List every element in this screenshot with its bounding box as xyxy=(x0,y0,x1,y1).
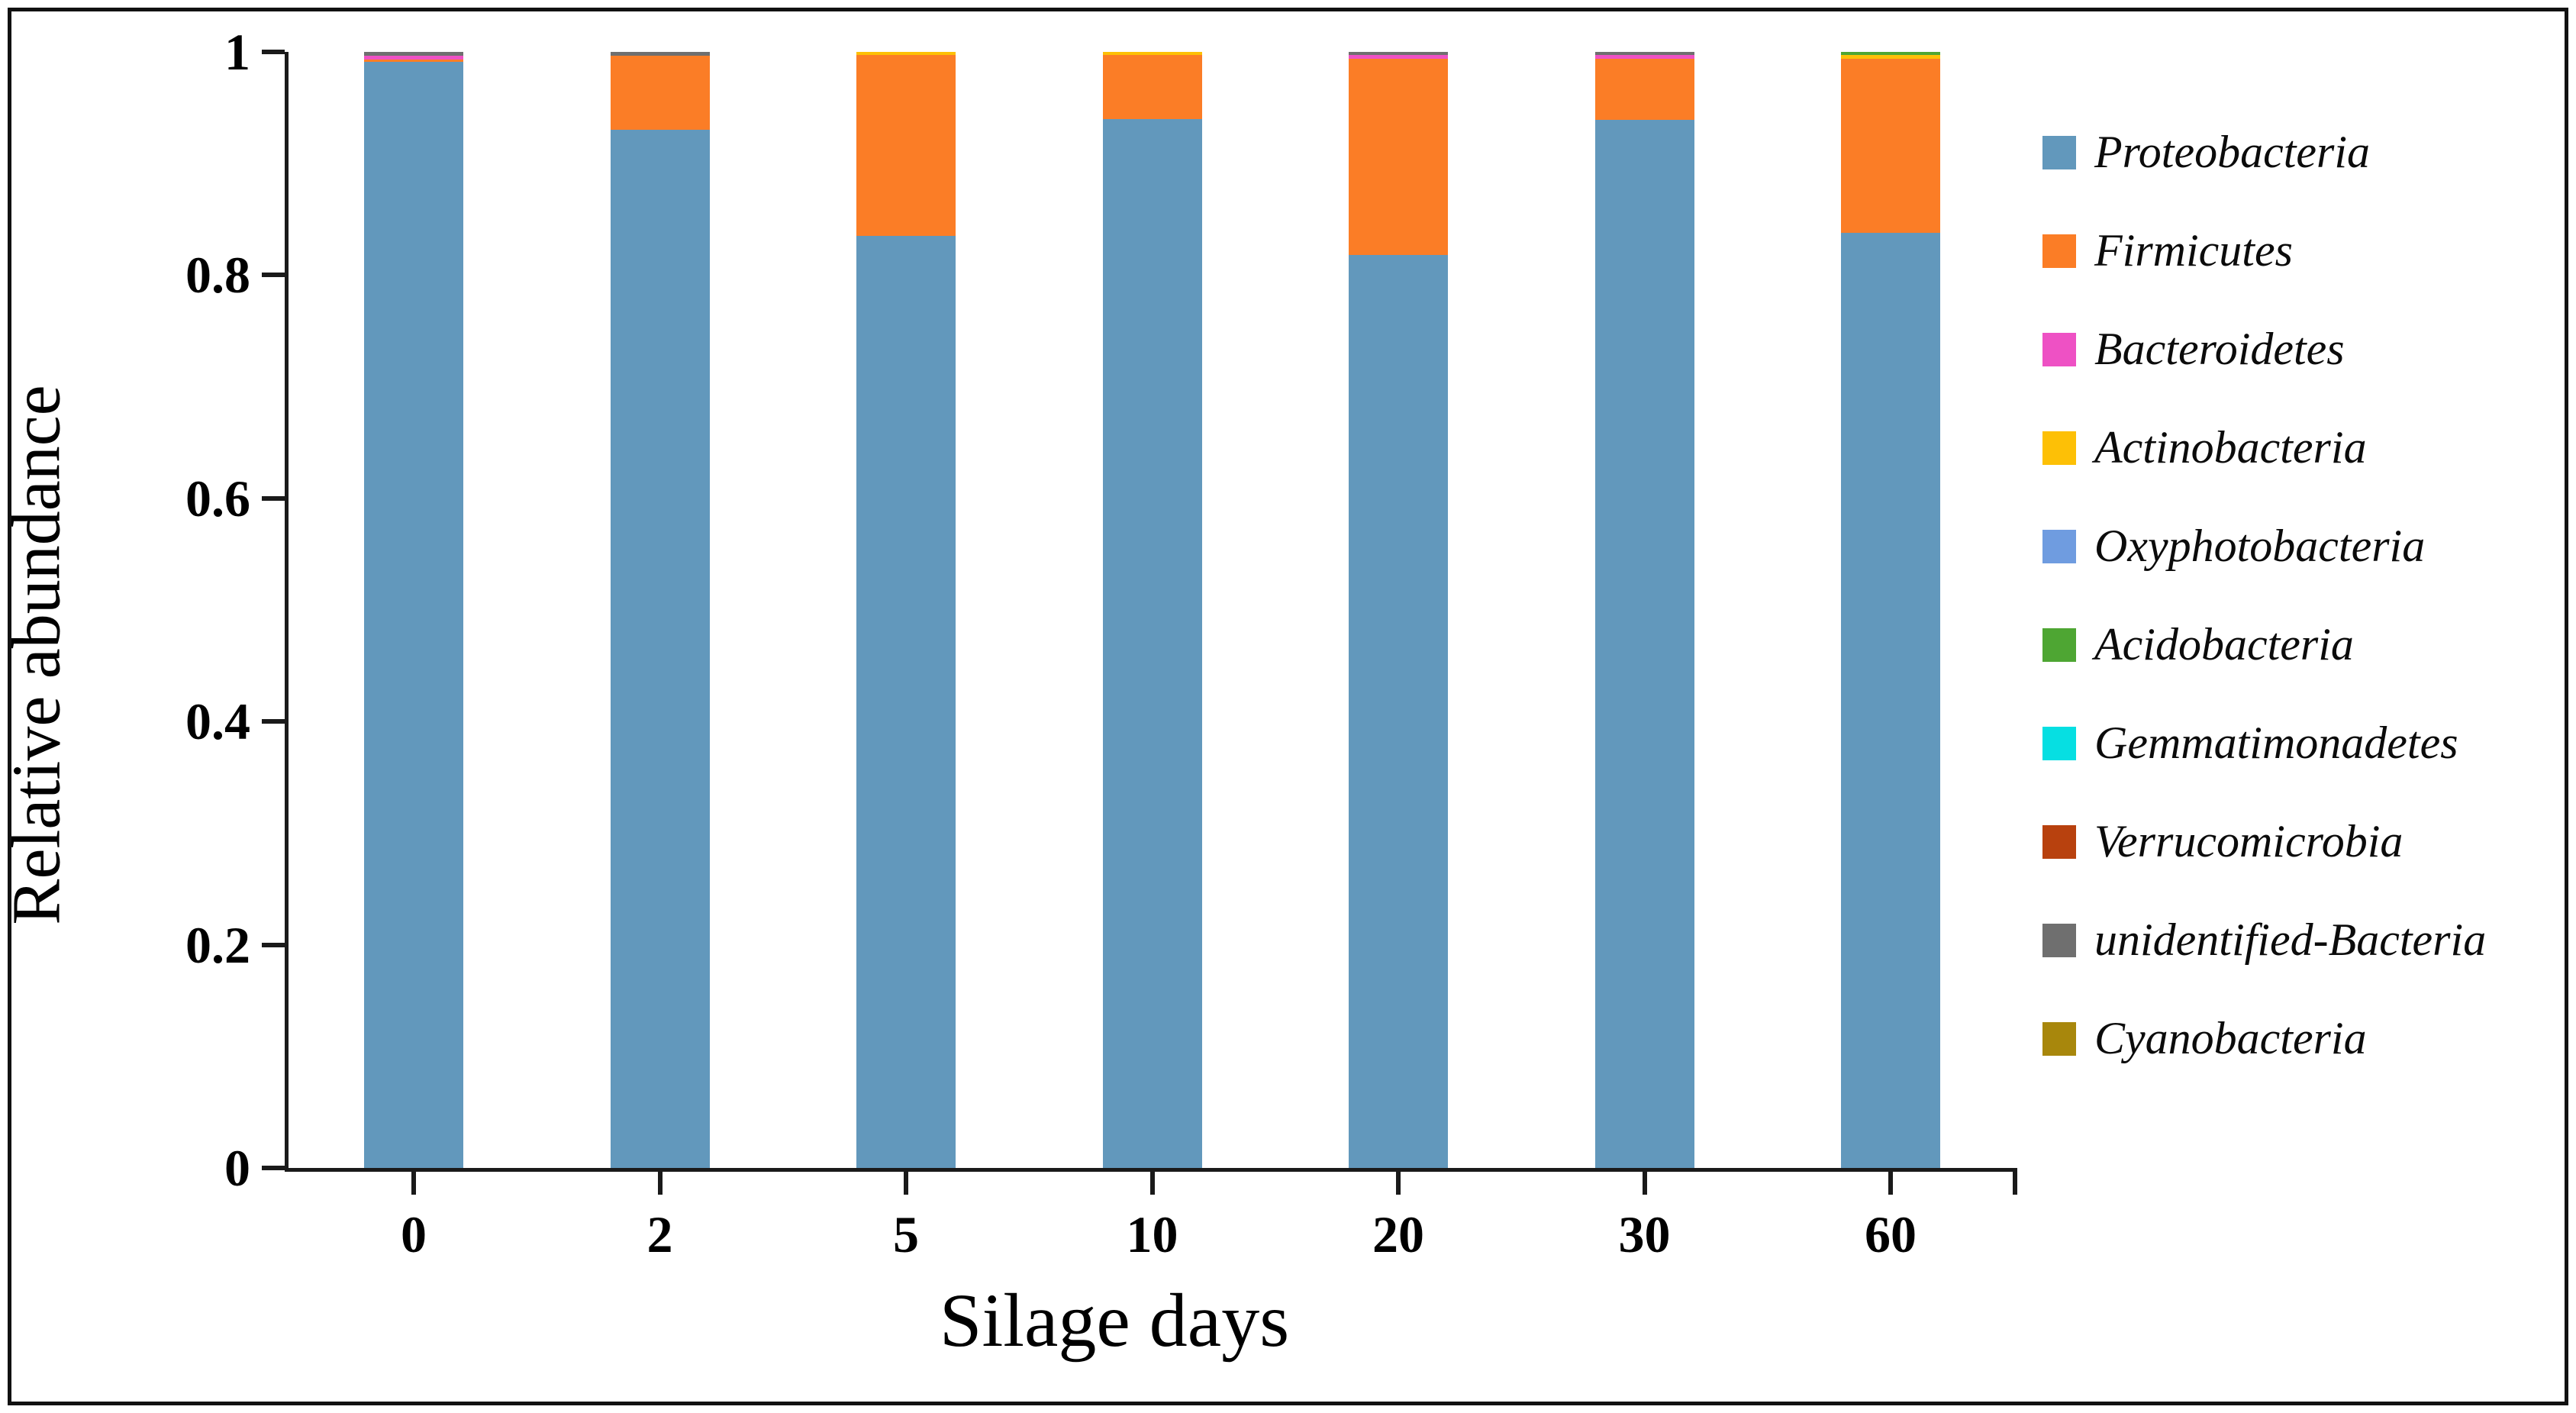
bar-segment-firmicutes xyxy=(610,56,710,131)
legend-swatch-icon xyxy=(2042,923,2076,957)
x-tick xyxy=(1396,1172,1401,1195)
y-tick-label: 0.8 xyxy=(185,246,250,305)
y-tick-label: 0.6 xyxy=(185,469,250,527)
y-tick xyxy=(262,719,285,724)
y-tick-label: 0 xyxy=(224,1139,250,1197)
y-axis-title-text: Relative abundance xyxy=(0,385,75,925)
bar-segment-proteobacteria xyxy=(364,62,463,1168)
legend-swatch-icon xyxy=(2042,726,2076,760)
bar-segment-proteobacteria xyxy=(1594,120,1694,1168)
legend-label: Firmicutes xyxy=(2094,225,2293,276)
y-tick-label: 1 xyxy=(224,23,250,81)
bar-day-5 xyxy=(856,52,956,1168)
legend-label: Proteobacteria xyxy=(2094,127,2371,177)
legend-swatch-icon xyxy=(2042,824,2076,859)
bar-day-30 xyxy=(1594,52,1694,1168)
x-tick-label: 10 xyxy=(1126,1205,1178,1263)
x-tick-label: 20 xyxy=(1372,1205,1424,1263)
bar-segment-unidentified-bacteria xyxy=(1594,52,1694,55)
legend-item-unidentified-bacteria: unidentified-Bacteria xyxy=(2042,891,2486,989)
bar-day-10 xyxy=(1102,52,1202,1168)
legend-label: unidentified-Bacteria xyxy=(2094,915,2487,965)
legend-swatch-icon xyxy=(2042,135,2076,169)
legend: Proteobacteria Firmicutes Bacteroidetes Act… xyxy=(2042,103,2486,1088)
plot-area: Relative abundance 0 0.2 0.4 0.6 0.8 1 0 2 5 10 20… xyxy=(0,23,2017,1263)
bar-segment-acidobacteria xyxy=(1841,52,1940,56)
legend-item-oxyphotobacteria: Oxyphotobacteria xyxy=(2042,497,2486,595)
bar-segment-firmicutes xyxy=(364,60,463,63)
bar-day-20 xyxy=(1349,52,1448,1168)
legend-item-actinobacteria: Actinobacteria xyxy=(2042,398,2486,497)
bar-segment-proteobacteria xyxy=(610,130,710,1168)
x-tick xyxy=(657,1172,663,1195)
legend-label: Actinobacteria xyxy=(2094,422,2367,473)
x-axis-end-tick xyxy=(2013,1172,2017,1195)
x-tick xyxy=(1642,1172,1647,1195)
legend-item-cyanobacteria: Cyanobacteria xyxy=(2042,989,2486,1088)
x-tick xyxy=(904,1172,908,1195)
bar-segment-proteobacteria xyxy=(1349,255,1448,1168)
bar-day-60 xyxy=(1841,52,1940,1168)
bar-segment-actinobacteria xyxy=(856,52,956,56)
legend-swatch-icon xyxy=(2042,234,2076,268)
bar-segment-unidentified-bacteria xyxy=(1349,52,1448,55)
bar-segment-firmicutes xyxy=(1841,58,1940,233)
x-tick-label: 2 xyxy=(646,1205,673,1263)
legend-swatch-icon xyxy=(2042,431,2076,465)
bar-segment-actinobacteria xyxy=(1841,55,1940,59)
x-axis-spine xyxy=(285,1168,2017,1172)
legend-item-gemmatimonadetes: Gemmatimonadetes xyxy=(2042,694,2486,792)
legend-label: Gemmatimonadetes xyxy=(2094,718,2458,768)
x-tick xyxy=(1149,1172,1155,1195)
bar-day-0 xyxy=(364,52,463,1168)
x-tick-label: 5 xyxy=(893,1205,919,1263)
y-axis-spine xyxy=(285,52,289,1168)
bar-segment-firmicutes xyxy=(1349,58,1448,256)
x-tick-label: 30 xyxy=(1618,1205,1671,1263)
x-tick xyxy=(1888,1172,1893,1195)
y-tick-label: 0.4 xyxy=(185,692,250,751)
y-tick xyxy=(262,273,285,278)
legend-swatch-icon xyxy=(2042,627,2076,662)
legend-label: Cyanobacteria xyxy=(2094,1013,2367,1063)
legend-item-firmicutes: Firmicutes xyxy=(2042,202,2486,300)
x-tick xyxy=(411,1172,416,1195)
legend-label: Bacteroidetes xyxy=(2094,324,2345,374)
bar-segment-actinobacteria xyxy=(1102,52,1202,55)
bar-segment-firmicutes xyxy=(1594,58,1694,121)
bar-segment-bacteroidetes xyxy=(1349,54,1448,59)
legend-swatch-icon xyxy=(2042,1021,2076,1056)
legend-item-acidobacteria: Acidobacteria xyxy=(2042,595,2486,694)
y-tick xyxy=(262,942,285,947)
x-tick-label: 0 xyxy=(401,1205,427,1263)
bar-segment-bacteroidetes xyxy=(364,56,463,60)
bar-segment-firmicutes xyxy=(1102,54,1202,119)
legend-swatch-icon xyxy=(2042,529,2076,563)
bar-segment-firmicutes xyxy=(856,55,956,237)
y-tick xyxy=(262,50,285,54)
legend-item-proteobacteria: Proteobacteria xyxy=(2042,103,2486,202)
bar-segment-proteobacteria xyxy=(1102,118,1202,1168)
bar-segment-unidentified-bacteria xyxy=(364,52,463,56)
legend-item-bacteroidetes: Bacteroidetes xyxy=(2042,300,2486,398)
bar-segment-unidentified-bacteria xyxy=(610,52,710,56)
y-tick xyxy=(262,1166,285,1170)
x-axis-title: Silage days xyxy=(939,1278,1290,1363)
legend-label: Verrucomicrobia xyxy=(2094,816,2404,866)
legend-label: Acidobacteria xyxy=(2094,619,2354,669)
y-tick xyxy=(262,495,285,501)
bar-segment-proteobacteria xyxy=(856,236,956,1168)
legend-label: Oxyphotobacteria xyxy=(2094,521,2426,571)
bar-day-2 xyxy=(610,52,710,1168)
legend-swatch-icon xyxy=(2042,332,2076,366)
bar-segment-proteobacteria xyxy=(1841,232,1940,1168)
x-tick-label: 60 xyxy=(1865,1205,1917,1263)
bar-segment-bacteroidetes xyxy=(1594,54,1694,59)
y-tick-label: 0.2 xyxy=(185,915,250,974)
legend-item-verrucomicrobia: Verrucomicrobia xyxy=(2042,792,2486,891)
